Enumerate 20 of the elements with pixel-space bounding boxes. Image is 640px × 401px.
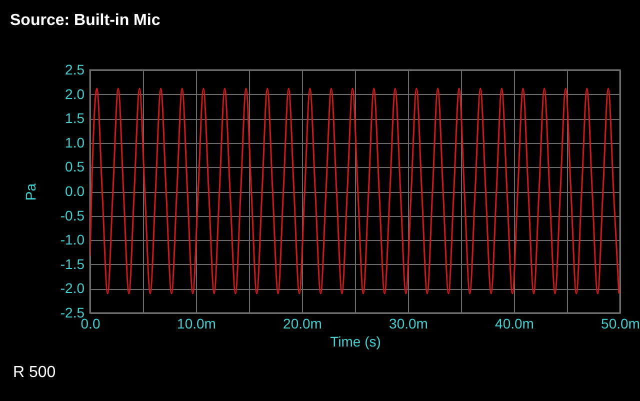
- y-tick-label: 0.0: [65, 183, 85, 199]
- y-tick-label: 1.5: [65, 110, 85, 126]
- x-tick-label: 50.0m: [601, 316, 640, 332]
- y-tick-label: -1.5: [60, 256, 85, 272]
- x-tick-label: 20.0m: [283, 316, 322, 332]
- text: R 500: [13, 364, 56, 381]
- x-tick-label: 10.0m: [177, 316, 216, 332]
- x-tick-label: 30.0m: [389, 316, 428, 332]
- y-tick-label: -1.0: [60, 232, 85, 248]
- y-tick-label: 0.5: [65, 158, 85, 175]
- y-tick-label: 2.0: [65, 86, 85, 102]
- y-tick-label: 1.0: [65, 134, 85, 150]
- line-series: [90, 88, 620, 294]
- chart-title: Source: Built-in Mic: [10, 12, 160, 29]
- x-axis-title: Time (s): [330, 334, 381, 350]
- y-axis-title: Pa: [22, 183, 38, 201]
- y-tick-label: 2.5: [65, 62, 85, 78]
- y-tick-label: -2.0: [60, 280, 85, 296]
- x-tick-label: 40.0m: [495, 316, 534, 332]
- y-tick-label: -0.5: [60, 207, 85, 224]
